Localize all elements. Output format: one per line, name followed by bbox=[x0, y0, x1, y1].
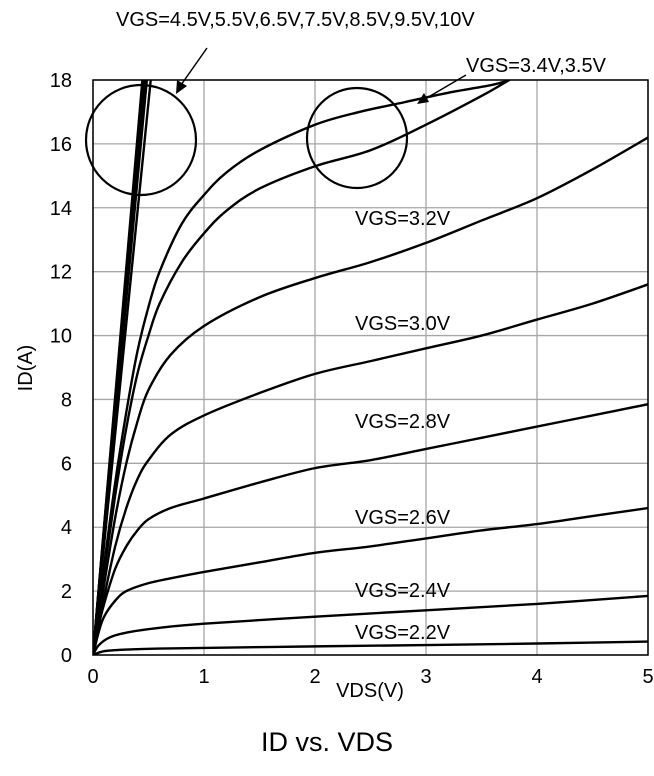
series-line-vgs-3-0v bbox=[93, 283, 648, 655]
highlight-circle-vgs-3-4 bbox=[305, 86, 409, 190]
y-tick-label: 12 bbox=[50, 262, 72, 284]
annotation-vgs-2-8: VGS=2.8V bbox=[355, 411, 451, 433]
y-tick-label: 14 bbox=[50, 198, 72, 220]
annotation-vgs-2-4: VGS=2.4V bbox=[355, 580, 451, 602]
series-line-vgs-3-4v bbox=[93, 80, 511, 655]
grid bbox=[92, 79, 649, 656]
series-layer bbox=[93, 80, 648, 655]
annotation-vgs-3-2: VGS=3.2V bbox=[355, 208, 451, 230]
y-tick-label: 6 bbox=[61, 453, 72, 475]
y-tick-label: 4 bbox=[61, 517, 72, 539]
series-line-vgs-10v bbox=[93, 80, 144, 655]
arrow-vgs-3-4 bbox=[417, 74, 467, 104]
plot-frame bbox=[92, 79, 649, 656]
arrow-high-vgs bbox=[176, 47, 208, 94]
y-tick-label: 18 bbox=[50, 70, 72, 92]
y-tick-label: 10 bbox=[50, 326, 72, 348]
x-tick-label: 4 bbox=[531, 666, 542, 688]
chart-caption: ID vs. VDS bbox=[260, 727, 394, 757]
y-tick-label: 8 bbox=[61, 389, 72, 411]
y-tick-label: 0 bbox=[61, 645, 72, 667]
x-axis-label: VDS(V) bbox=[336, 680, 404, 702]
series-line-vgs-3-2v bbox=[93, 136, 648, 655]
series-line-vgs-2-8v bbox=[93, 403, 648, 655]
highlight-circle-high-vgs bbox=[84, 83, 198, 197]
x-tick-label: 0 bbox=[87, 666, 98, 688]
series-line-vgs-3-5v bbox=[93, 80, 511, 655]
x-tick-label: 3 bbox=[420, 666, 431, 688]
annotation-vgs-2-2: VGS=2.2V bbox=[355, 622, 451, 644]
annotation-vgs-2-6: VGS=2.6V bbox=[355, 507, 451, 529]
y-tick-label: 2 bbox=[61, 581, 72, 603]
y-tick-label: 16 bbox=[50, 134, 72, 156]
x-tick-label: 1 bbox=[198, 666, 209, 688]
x-tick-label: 2 bbox=[309, 666, 320, 688]
x-tick-label: 5 bbox=[642, 666, 653, 688]
series-line-vgs-2-6v bbox=[93, 506, 648, 655]
annotation-high-vgs: VGS=4.5V,5.5V,6.5V,7.5V,8.5V,9.5V,10V bbox=[116, 9, 475, 31]
annotation-vgs-3-4-3-5: VGS=3.4V,3.5V bbox=[466, 55, 607, 77]
y-axis-label: ID(A) bbox=[15, 345, 37, 392]
annotation-vgs-3-0: VGS=3.0V bbox=[355, 313, 451, 335]
series-line-vgs-2-2v bbox=[93, 640, 648, 655]
series-line-vgs-2-4v bbox=[93, 594, 648, 655]
